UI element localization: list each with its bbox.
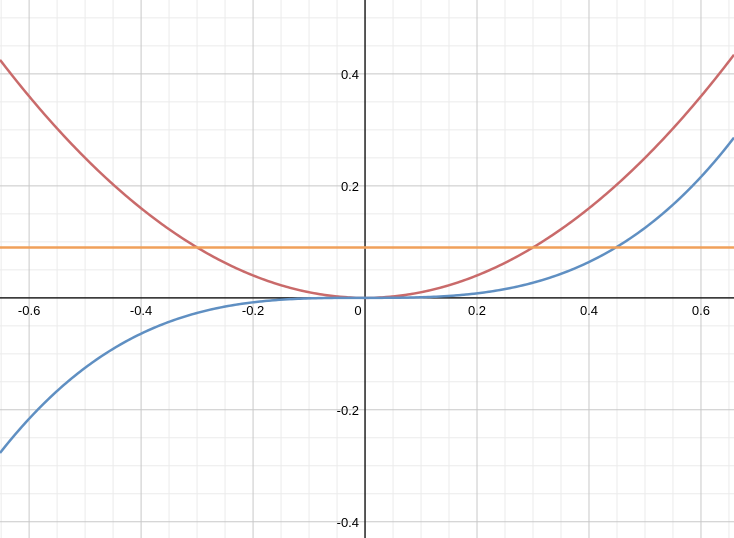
y-tick-label: 0.4 [341,67,359,82]
x-tick-label: -0.4 [130,303,152,318]
curve-1[interactable] [0,136,734,454]
curve-0[interactable] [0,53,734,300]
y-tick-label: -0.2 [337,403,359,418]
curves [0,53,734,454]
y-tick-label: -0.4 [337,515,359,530]
x-tick-label: 0.4 [580,303,598,318]
x-tick-label: -0.6 [18,303,40,318]
tick-labels: -0.6 -0.4 -0.2 0 0.2 0.4 0.6 -0.4 -0.2 0.2 0.4 [18,67,710,530]
x-tick-label: 0.2 [468,303,486,318]
x-tick-label: -0.2 [242,303,264,318]
y-tick-label: 0.2 [341,179,359,194]
x-tick-label: 0 [354,303,361,318]
x-tick-label: 0.6 [692,303,710,318]
